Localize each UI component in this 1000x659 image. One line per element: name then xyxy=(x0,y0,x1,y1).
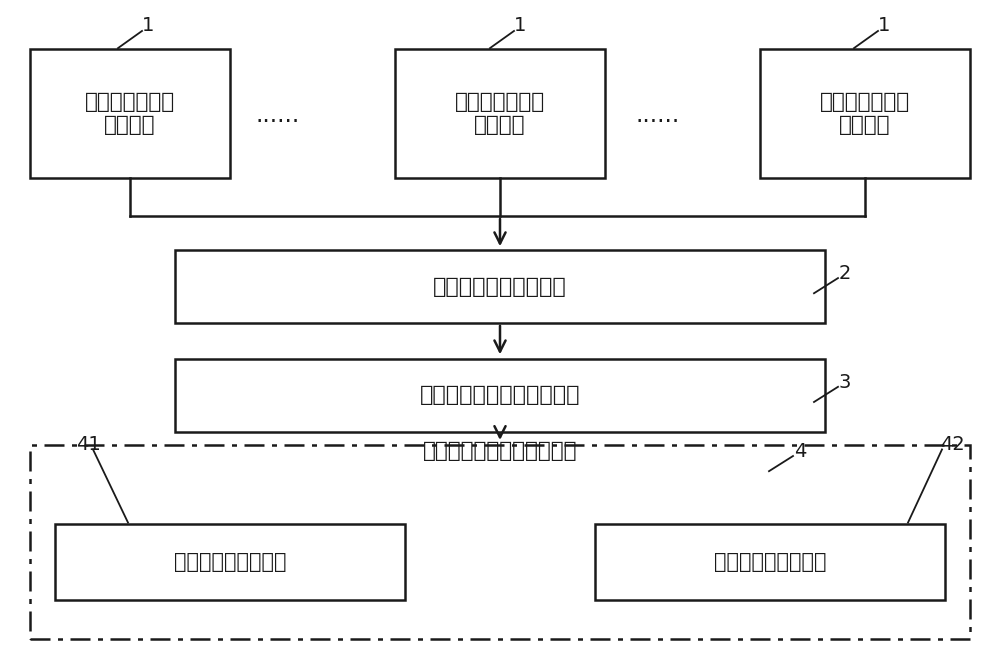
Text: 进出车厢客流的
检测装置: 进出车厢客流的 检测装置 xyxy=(820,92,910,135)
FancyBboxPatch shape xyxy=(760,49,970,178)
Text: 移动式信息发布装置: 移动式信息发布装置 xyxy=(714,552,826,572)
Text: 1: 1 xyxy=(514,16,526,34)
FancyBboxPatch shape xyxy=(175,359,825,432)
Text: 乘客候车诱导信息生成模块: 乘客候车诱导信息生成模块 xyxy=(420,386,580,405)
Text: 进出车厢客流的
检测装置: 进出车厢客流的 检测装置 xyxy=(85,92,175,135)
Text: 42: 42 xyxy=(940,436,964,454)
Text: ......: ...... xyxy=(636,103,680,127)
FancyBboxPatch shape xyxy=(30,49,230,178)
Text: 1: 1 xyxy=(142,16,154,34)
Text: 进出车厢客流的
检测装置: 进出车厢客流的 检测装置 xyxy=(455,92,545,135)
FancyBboxPatch shape xyxy=(175,250,825,323)
FancyBboxPatch shape xyxy=(595,524,945,600)
FancyBboxPatch shape xyxy=(395,49,605,178)
Text: 4: 4 xyxy=(794,442,806,461)
Text: 41: 41 xyxy=(76,436,100,454)
Text: 乘客候车诱导信息发布装置: 乘客候车诱导信息发布装置 xyxy=(423,442,577,461)
Text: 3: 3 xyxy=(839,373,851,391)
Text: 车厢客流密度预测模块: 车厢客流密度预测模块 xyxy=(433,277,567,297)
Text: ......: ...... xyxy=(256,103,300,127)
Text: 固定式信息发布装置: 固定式信息发布装置 xyxy=(174,552,286,572)
FancyBboxPatch shape xyxy=(55,524,405,600)
FancyBboxPatch shape xyxy=(30,445,970,639)
Text: 1: 1 xyxy=(878,16,890,34)
Text: 2: 2 xyxy=(839,264,851,283)
